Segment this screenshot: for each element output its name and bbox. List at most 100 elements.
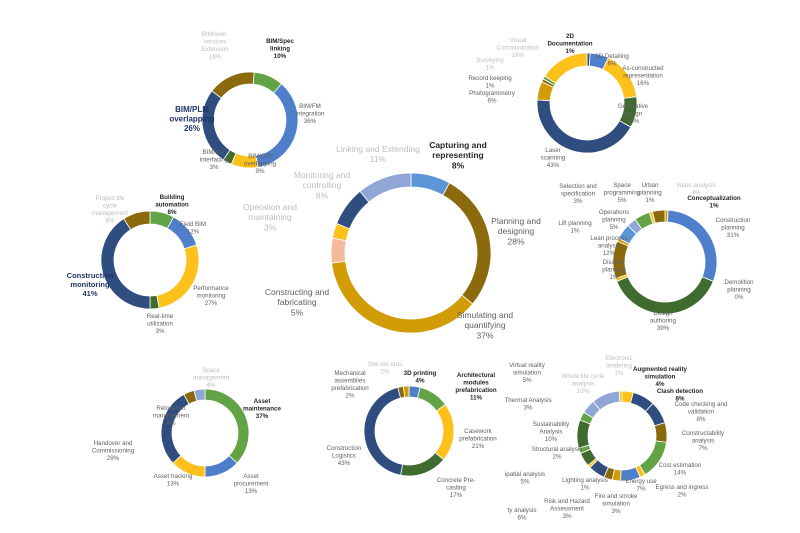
slice-monitoring-and <box>336 190 370 230</box>
slice-performance <box>156 244 200 309</box>
donut-chart-operation-maintaining: Asset maintenance 37% Asset procurement 13% As… <box>92 367 282 495</box>
label-fire-and-smoke: Fire and smoke simulation 3% <box>595 493 638 515</box>
slice-constructability <box>653 422 668 443</box>
donut-chart-capture-represent: BIM/Spec linking 10% BIM/FM integration 36% BI… <box>169 31 325 175</box>
donut-chart-main-lifecycle: Capturing and representing 8% Planning and d… <box>243 140 541 340</box>
label-mechanical: Mechanical assemblies prefabrication 2% <box>331 370 369 399</box>
label-ty-analysis: ty analysis 6% <box>508 507 537 521</box>
label-construction: Construction Logistics 43% <box>327 445 362 467</box>
label-asset: Asset procurement 13% <box>234 473 269 495</box>
label-generative: Generative design 10% <box>618 103 649 125</box>
label-sustainability: Sustainability Analysis 10% <box>533 421 570 443</box>
label-bim-web: BIM/web-services Extension 16% <box>201 31 229 60</box>
donut-chart-planning-designing: 2D Documentation 1%3D Detailing 6%As-constr… <box>468 33 664 169</box>
label-asset-tracking: Asset tracking 13% <box>154 473 193 487</box>
slice-asset <box>204 455 238 478</box>
label-capturing-and: Capturing and representing 8% <box>429 140 487 170</box>
label-lean-process: Lean process analysis 12% <box>590 235 627 257</box>
label-electronic: Electronic tendering 1% <box>605 355 632 377</box>
label-building: Building automation 8% <box>155 194 189 216</box>
donut-chart-simulating-quantifying: Conceptualization 1% Construction planning 3… <box>558 182 754 332</box>
label-monitoring-and: Monitoring and controlling 8% <box>294 170 351 200</box>
label-handover-and: Handover and Commissioning 29% <box>92 440 135 462</box>
slice-project-life <box>123 210 151 231</box>
label-lighting-analysis: Lighting analysis 1% <box>562 477 608 491</box>
slice-sustainability <box>576 419 591 449</box>
label-bim-gis: BIM/GIS overlapping 9% <box>244 153 277 175</box>
label-concrete-pre: Concrete Pre-casting 17% <box>437 477 476 499</box>
label-clash-detection: Clash detection 8% <box>657 388 703 402</box>
label-real-time: Real-time utilization 3% <box>147 313 174 335</box>
label-site-set-outs: Site set-outs 2% <box>368 361 402 375</box>
donut-chart-constructing-fabricating: 3D printing 4% Architectural modules prefabr… <box>327 361 498 499</box>
label-augmented-reality: Augmented reality simulation 4% <box>633 366 688 388</box>
label-2d: 2D Documentation 1% <box>547 33 592 55</box>
label-space: Space management 4% <box>193 367 229 389</box>
slice-electronic <box>618 390 623 403</box>
slice-bim-web <box>211 71 255 99</box>
label-whole-life-cycle: Whole life cycle analysis 10% <box>562 373 606 395</box>
label-bim-spec: BIM/Spec linking 10% <box>266 38 294 60</box>
slice-space <box>193 388 206 402</box>
label-project-life: Project life cycle management 9% <box>92 195 128 224</box>
label-3d-printing: 3D printing 4% <box>404 370 437 384</box>
label-constructability: Constructability analysis 7% <box>682 430 725 452</box>
label-relocation: Relocation management 4% <box>153 405 189 427</box>
label-linking-and-extending: Linking and Extending 11% <box>336 144 420 164</box>
label-selection-and: Selection and specification 3% <box>559 183 597 205</box>
slice-cost-estimation <box>638 440 667 476</box>
label-construction: Construction planning 31% <box>716 217 751 239</box>
label-code-checking-and: Code checking and validation 8% <box>675 401 729 423</box>
label-architectural: Architectural modules prefabrication 11% <box>455 372 496 401</box>
label-field-bim: Field BIM 12% <box>180 221 206 235</box>
label-virtual-reality: Virtual reality simulation 5% <box>509 362 546 384</box>
label-as-constructed: As-constructed representation 16% <box>622 65 664 87</box>
label-risk-and-hazard: Risk and Hazard Assessment 3% <box>544 498 590 520</box>
slice-casework <box>434 403 455 461</box>
label-constructing-and: Constructing and fabricating 5% <box>265 287 330 317</box>
slice-value-analysis <box>651 209 666 224</box>
donut-chart-monitoring-controlling: Building automation 8% Field BIM 12% Performa… <box>67 194 230 335</box>
label-laser: Laser scanning 43% <box>541 147 566 169</box>
donut-chart-simulating-analysis: Augmented reality simulation 4%Clash detec… <box>504 355 728 521</box>
label-urban: Urban planning 1% <box>638 182 662 204</box>
label-operations: Operations planning 5% <box>599 209 629 231</box>
label-energy-use: Energy use 7% <box>625 478 657 492</box>
slice-laser <box>536 99 632 154</box>
label-performance: Performance monitoring 27% <box>193 285 229 307</box>
slice-visual <box>544 52 588 84</box>
slice-design <box>616 276 714 315</box>
label-simulating-and: Simulating and quantifying 37% <box>457 310 514 340</box>
label-disaster: Disaster planning 1% <box>602 259 626 281</box>
label-structural-analysis: Structural analysis 2% <box>532 446 583 460</box>
label-casework: Casework prefabrication 21% <box>459 428 497 450</box>
label-thermal-analysis: Thermal Analysis 3% <box>504 397 551 411</box>
slice-construction <box>667 209 718 282</box>
slice-asset <box>204 388 250 464</box>
label-demolition: Demolition planning 0% <box>724 279 754 301</box>
label-bim-plm: BIM/PLM overlapping 26% <box>169 105 214 133</box>
label-ipatial-analysis: ipatial analysis 5% <box>505 471 545 485</box>
slice-simulating-and <box>331 260 474 334</box>
slice-site-set-outs <box>402 385 410 398</box>
label-space: Space programming 5% <box>604 182 641 204</box>
label-operation-and: Operation and maintaining 3% <box>243 202 297 232</box>
slice-capturing-and <box>410 172 451 196</box>
label-egress-and-ingress: Egress and ingress 2% <box>656 484 709 498</box>
label-record-keeping: Record keeping 1% <box>468 75 512 89</box>
slice-linking-and-extending <box>359 172 412 203</box>
label-surveying: Surveying 1% <box>476 57 504 71</box>
slice-construction <box>363 386 404 476</box>
label-bim-fm: BIM/FM integration 36% <box>296 103 325 125</box>
label-photogrammetry: Photogrammetry 6% <box>469 90 516 104</box>
slice-concrete-pre <box>400 452 445 477</box>
label-bim-iot: BIM/IOT interfacing 3% <box>200 149 229 171</box>
label-visual: Visual Communication 16% <box>497 37 541 59</box>
label-cost-estimation: Cost estimation 14% <box>659 462 702 476</box>
label-value-analysis: Value analysis 4% <box>676 182 715 196</box>
label-lift-planning: Lift planning 1% <box>558 220 592 234</box>
label-design: Design authoring 39% <box>650 310 676 332</box>
label-conceptualization: Conceptualization 1% <box>687 195 741 209</box>
slice-planning-and <box>442 182 492 305</box>
